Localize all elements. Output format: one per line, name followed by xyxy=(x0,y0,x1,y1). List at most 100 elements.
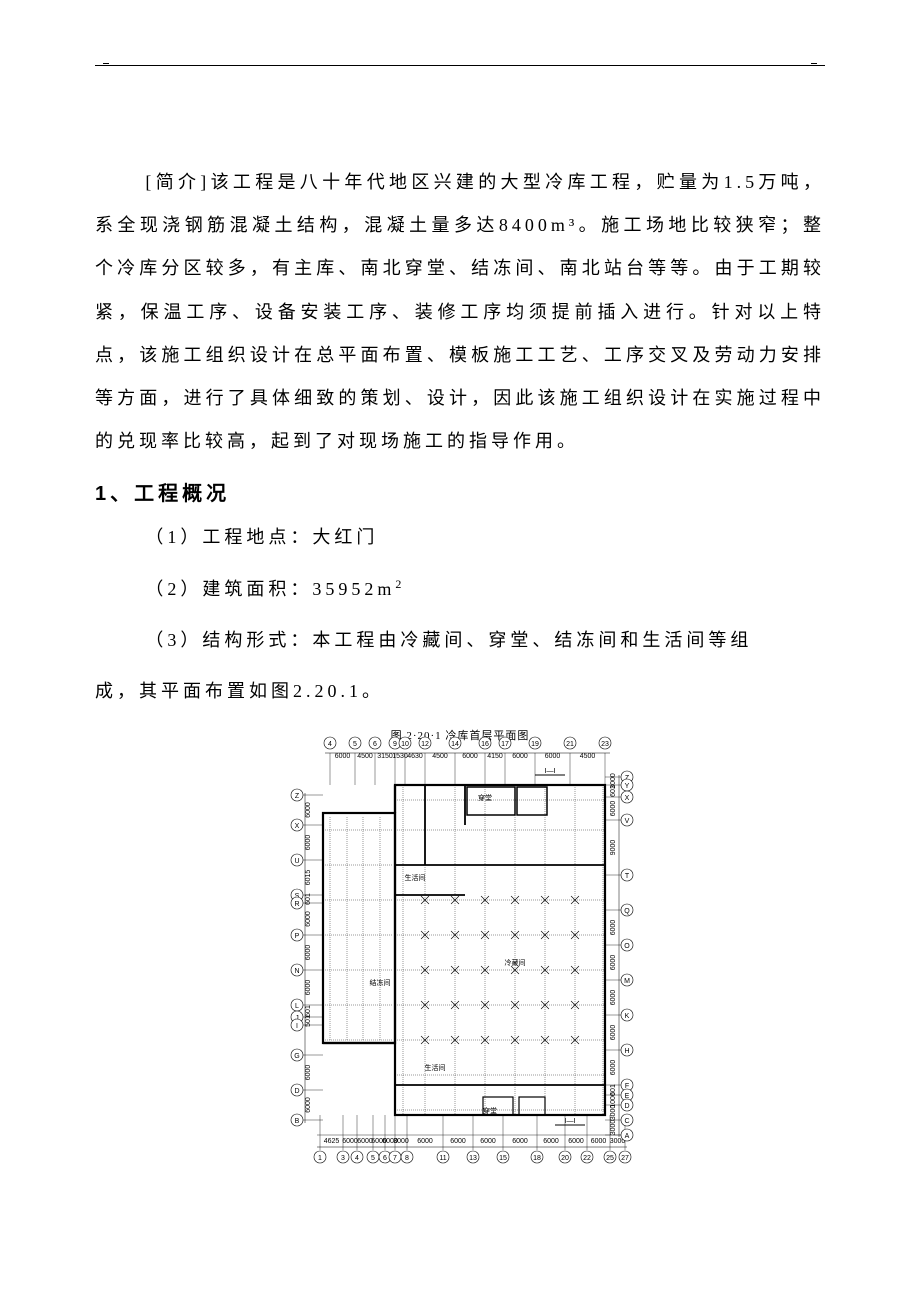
svg-text:6000: 6000 xyxy=(305,835,312,851)
svg-text:3000: 3000 xyxy=(610,1120,617,1136)
svg-text:V: V xyxy=(625,818,630,825)
svg-text:O: O xyxy=(624,943,630,950)
svg-text:6000: 6000 xyxy=(545,753,561,760)
svg-text:4625: 4625 xyxy=(324,1138,340,1145)
svg-text:6000: 6000 xyxy=(543,1138,559,1145)
svg-text:20: 20 xyxy=(561,1155,569,1162)
svg-text:601: 601 xyxy=(305,1005,312,1017)
svg-text:P: P xyxy=(295,933,300,940)
item-3-line2: 成，其平面布置如图2.20.1。 xyxy=(95,670,825,713)
svg-text:6000: 6000 xyxy=(335,753,351,760)
svg-text:Ⅰ—Ⅰ: Ⅰ—Ⅰ xyxy=(564,1118,575,1125)
svg-text:6000: 6000 xyxy=(305,945,312,961)
svg-text:X: X xyxy=(295,823,300,830)
svg-text:11: 11 xyxy=(439,1155,446,1162)
svg-text:10: 10 xyxy=(401,741,409,748)
section-heading-1: 1、工程概况 xyxy=(95,477,825,506)
svg-text:21: 21 xyxy=(566,741,574,748)
svg-text:穿堂: 穿堂 xyxy=(478,793,492,802)
svg-text:6000: 6000 xyxy=(610,990,617,1006)
svg-text:501: 501 xyxy=(305,1015,312,1027)
svg-text:19: 19 xyxy=(531,741,539,748)
item-2: （2）建筑面积：35952m2 xyxy=(95,568,825,611)
item-1: （1）工程地点：大红门 xyxy=(95,516,825,559)
svg-text:Y: Y xyxy=(625,783,630,790)
svg-text:A: A xyxy=(625,1133,630,1140)
svg-text:T: T xyxy=(625,873,630,880)
svg-text:冷藏间: 冷藏间 xyxy=(505,958,526,967)
svg-text:4500: 4500 xyxy=(432,753,448,760)
svg-text:6000: 6000 xyxy=(480,1138,496,1145)
svg-text:6000: 6000 xyxy=(610,1025,617,1041)
svg-text:6000: 6000 xyxy=(512,753,528,760)
svg-text:8: 8 xyxy=(405,1155,409,1162)
item-3-line1: （3）结构形式：本工程由冷藏间、穿堂、结冻间和生活间等组 xyxy=(95,619,825,662)
svg-text:3000: 3000 xyxy=(393,1138,409,1145)
svg-text:6000: 6000 xyxy=(462,753,478,760)
svg-text:K: K xyxy=(625,1013,630,1020)
svg-text:D: D xyxy=(294,1088,299,1095)
svg-text:13: 13 xyxy=(469,1155,477,1162)
svg-text:X: X xyxy=(625,795,630,802)
svg-text:L: L xyxy=(295,1003,299,1010)
svg-text:U: U xyxy=(294,858,299,865)
svg-text:生活间: 生活间 xyxy=(425,1063,446,1072)
svg-text:3150: 3150 xyxy=(377,753,393,760)
item-2-superscript: 2 xyxy=(395,577,405,591)
svg-text:9: 9 xyxy=(393,741,397,748)
floorplan-figure: 4569101214161719212360004500315015304630… xyxy=(285,725,635,1193)
svg-text:6000: 6000 xyxy=(512,1138,528,1145)
svg-text:4: 4 xyxy=(355,1155,359,1162)
svg-text:23: 23 xyxy=(601,741,609,748)
svg-text:6000: 6000 xyxy=(305,1065,312,1081)
svg-text:Z: Z xyxy=(295,793,300,800)
svg-text:D: D xyxy=(624,1103,629,1110)
svg-text:3: 3 xyxy=(341,1155,345,1162)
svg-text:G: G xyxy=(294,1053,299,1060)
svg-text:I: I xyxy=(296,1023,298,1030)
svg-text:6000: 6000 xyxy=(305,911,312,927)
floorplan-svg: 4569101214161719212360004500315015304630… xyxy=(285,725,635,1175)
svg-text:3000: 3000 xyxy=(610,1105,617,1121)
svg-text:9000: 9000 xyxy=(610,840,617,856)
svg-text:6000: 6000 xyxy=(417,1138,433,1145)
svg-text:6000: 6000 xyxy=(342,1138,358,1145)
svg-text:18: 18 xyxy=(533,1155,541,1162)
svg-text:4: 4 xyxy=(328,741,332,748)
svg-text:6: 6 xyxy=(373,741,377,748)
svg-text:6000: 6000 xyxy=(610,1060,617,1076)
svg-text:7: 7 xyxy=(393,1155,397,1162)
svg-text:6000: 6000 xyxy=(305,1097,312,1113)
svg-text:601: 601 xyxy=(305,893,312,905)
svg-text:结冻间: 结冻间 xyxy=(370,978,391,987)
header-rule xyxy=(95,65,825,66)
svg-text:16: 16 xyxy=(481,741,489,748)
svg-text:15: 15 xyxy=(499,1155,507,1162)
svg-text:4500: 4500 xyxy=(357,753,373,760)
svg-text:R: R xyxy=(294,901,299,908)
svg-text:1: 1 xyxy=(318,1155,322,1162)
svg-text:6000: 6000 xyxy=(568,1138,584,1145)
item-2-text: （2）建筑面积：35952m xyxy=(145,579,395,599)
svg-text:17: 17 xyxy=(501,741,509,748)
svg-text:5: 5 xyxy=(353,741,357,748)
svg-text:6000: 6000 xyxy=(591,1138,607,1145)
svg-text:B: B xyxy=(295,1118,300,1125)
svg-text:Ⅰ—Ⅰ: Ⅰ—Ⅰ xyxy=(544,768,555,775)
svg-text:14: 14 xyxy=(451,741,459,748)
svg-text:6000: 6000 xyxy=(305,802,312,818)
svg-text:Q: Q xyxy=(624,908,630,915)
svg-text:6000: 6000 xyxy=(610,801,617,817)
svg-text:穿堂: 穿堂 xyxy=(483,1106,497,1115)
svg-text:H: H xyxy=(624,1048,629,1055)
svg-text:6015: 6015 xyxy=(305,870,312,886)
svg-text:N: N xyxy=(294,968,299,975)
svg-text:601: 601 xyxy=(610,785,617,797)
svg-text:1530: 1530 xyxy=(392,753,408,760)
svg-text:6000: 6000 xyxy=(610,920,617,936)
svg-text:4630: 4630 xyxy=(407,753,423,760)
svg-text:5: 5 xyxy=(371,1155,375,1162)
svg-text:6: 6 xyxy=(383,1155,387,1162)
svg-text:25: 25 xyxy=(606,1155,614,1162)
svg-text:C: C xyxy=(624,1118,629,1125)
